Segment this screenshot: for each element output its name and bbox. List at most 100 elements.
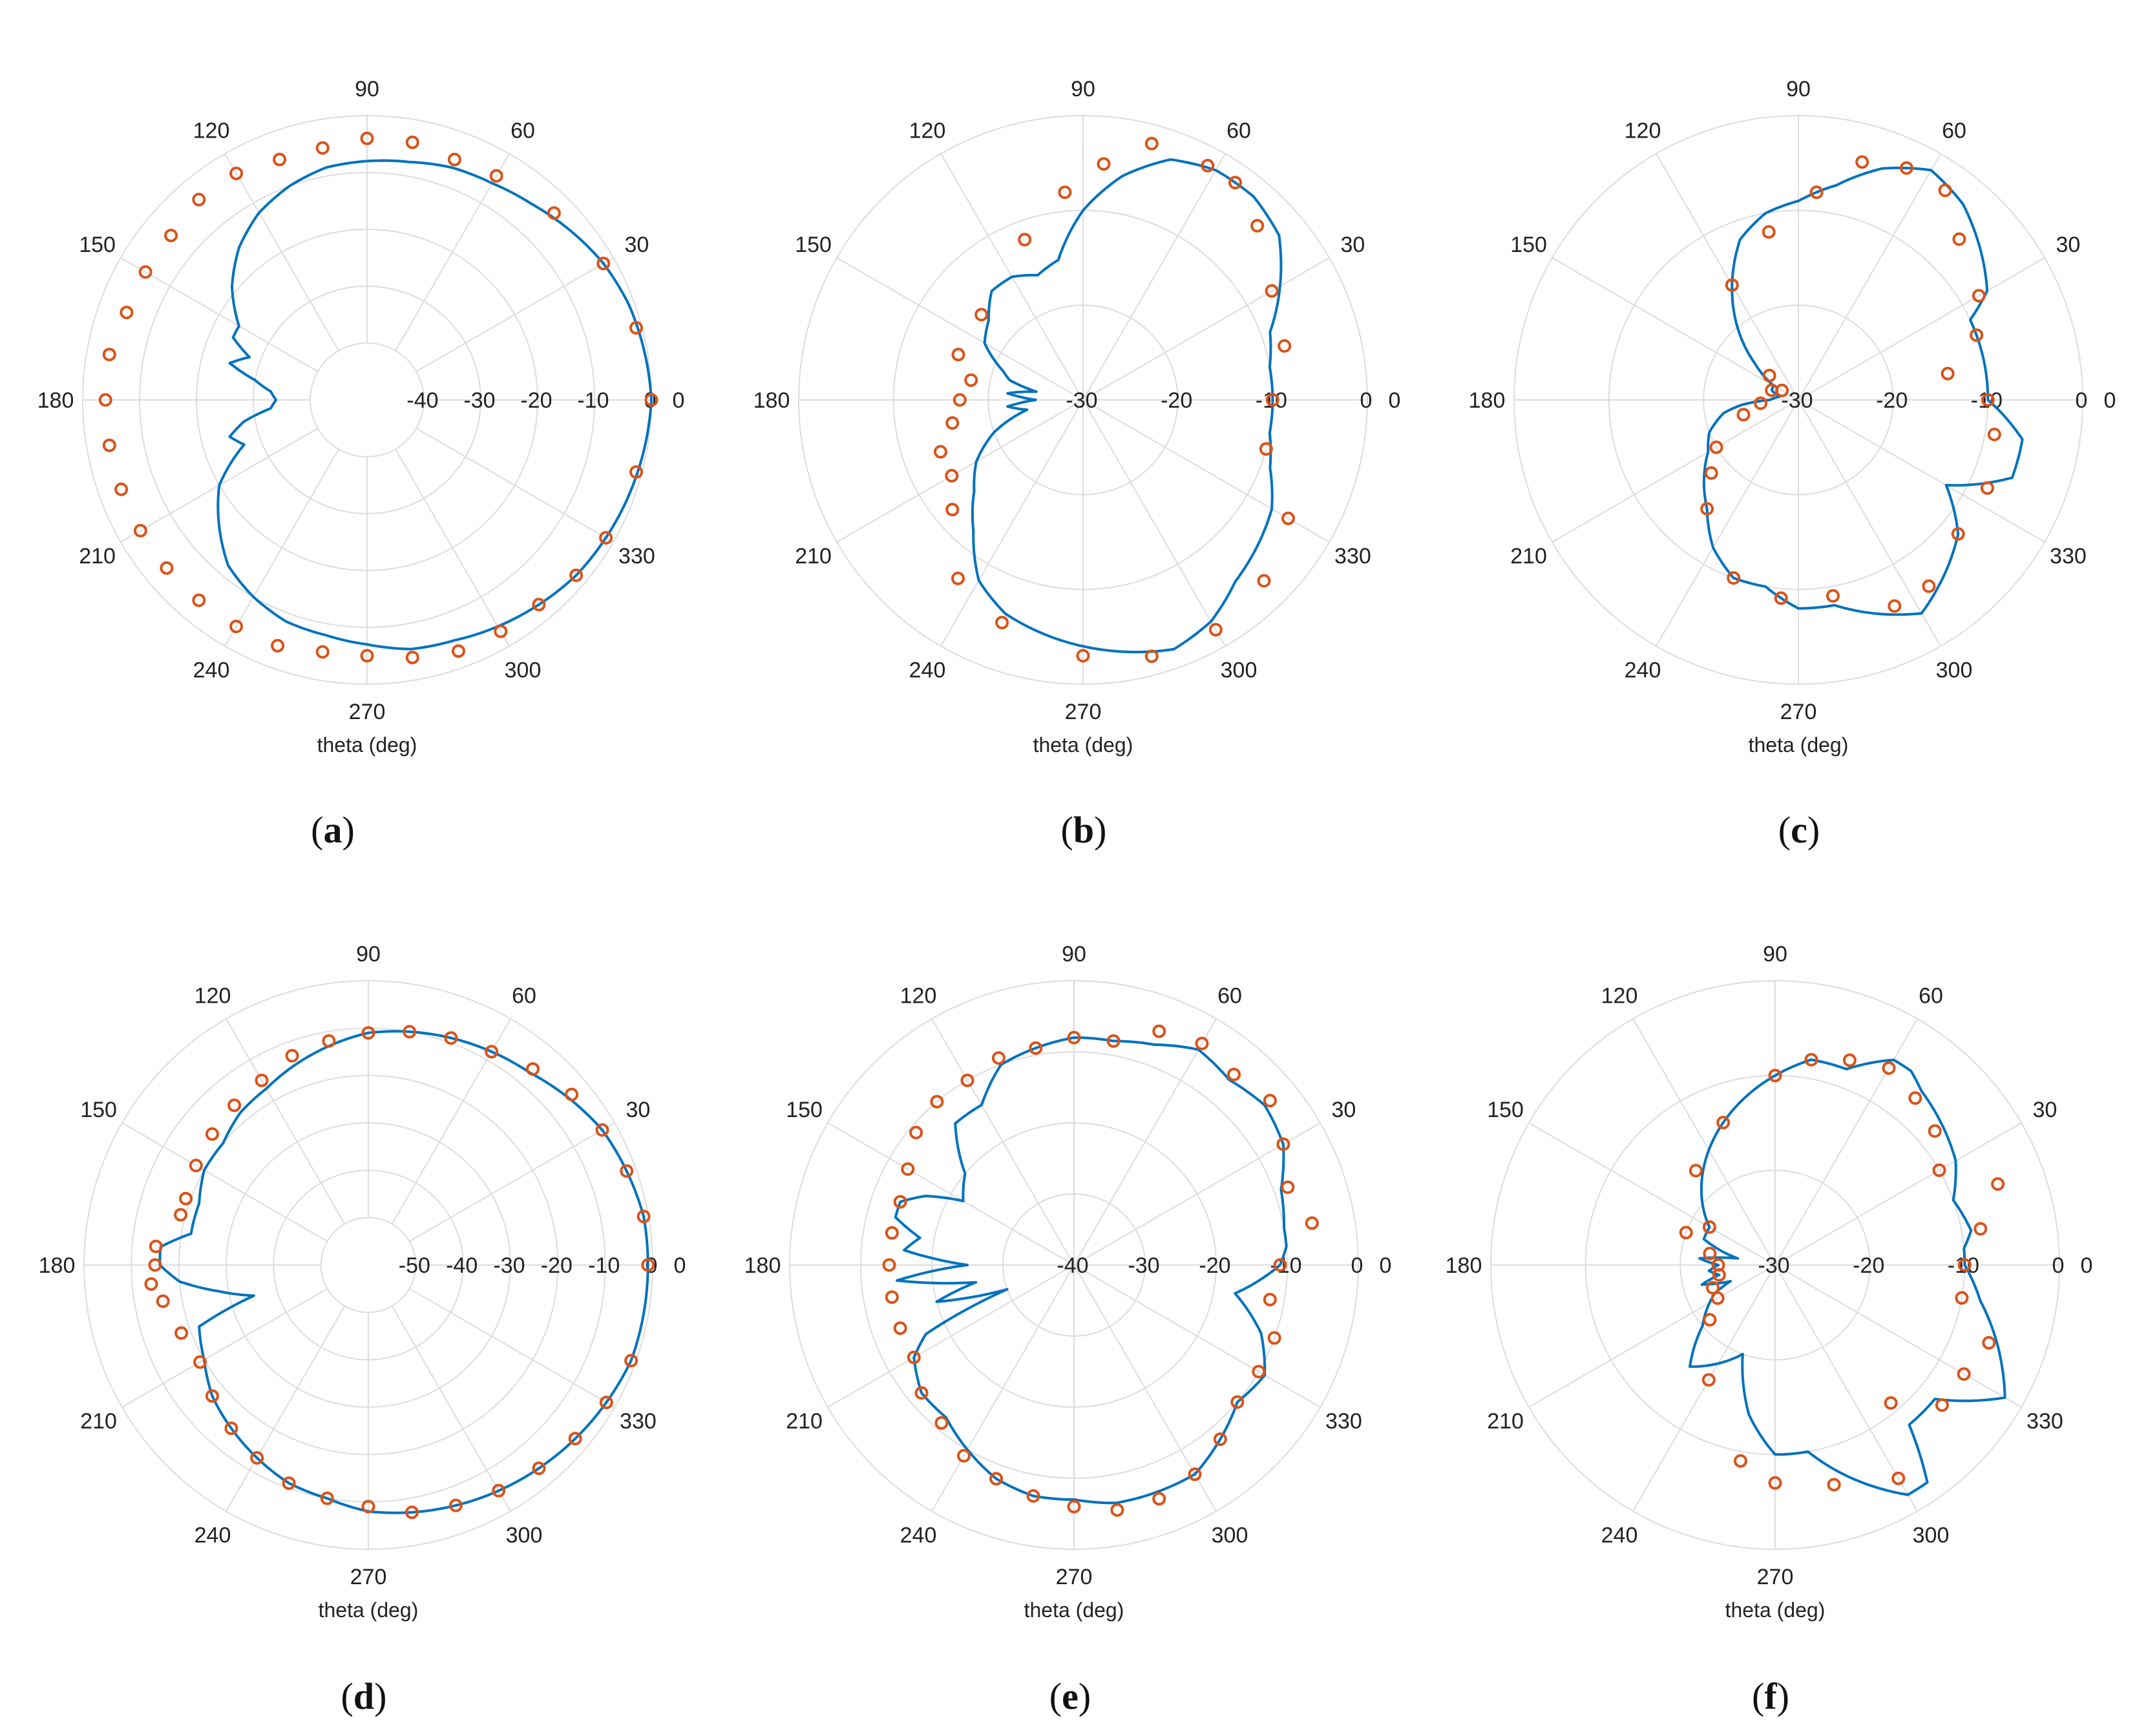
angle-tick-label-b-8: 240	[909, 658, 946, 682]
angle-tick-label-f-8: 240	[1601, 1523, 1638, 1547]
angle-tick-label-b-4: 120	[909, 119, 946, 143]
radial-tick-label-e-2: -20	[1199, 1253, 1230, 1278]
measured-point-c-18	[1700, 502, 1714, 516]
x-axis-label-a: theta (deg)	[317, 733, 417, 757]
polar-chart-a: 0 30 60 90 120 150 180 210 240 270 300 330 -40 -30 -20…	[37, 77, 685, 757]
angle-tick-label-b-9: 270	[1065, 700, 1102, 724]
measured-point-a-26	[405, 651, 419, 665]
measured-point-d-35	[599, 1396, 613, 1410]
panel-label-d: (d)	[341, 1675, 387, 1717]
grid-spoke-c-8	[1656, 399, 1799, 647]
angle-tick-label-d-4: 120	[195, 984, 231, 1009]
measured-point-b-24	[1281, 511, 1295, 525]
angle-tick-label-c-11: 330	[2050, 544, 2087, 569]
measured-point-c-13	[1765, 383, 1779, 397]
measured-point-a-13	[138, 265, 153, 279]
grid-spoke-d-4	[226, 1018, 346, 1224]
angle-tick-label-e-1: 30	[1332, 1098, 1356, 1122]
measured-point-c-21	[1826, 589, 1840, 603]
measured-point-b-4	[1228, 176, 1242, 190]
measured-point-d-13	[227, 1098, 242, 1113]
radial-tick-label-c-1: -20	[1876, 388, 1908, 413]
grid-spoke-a-5	[120, 257, 319, 372]
angle-tick-label-a-10: 300	[505, 658, 542, 682]
measured-point-a-29	[532, 598, 546, 612]
angle-tick-label-d-7: 210	[80, 1409, 117, 1434]
angle-tick-label-d-11: 330	[620, 1409, 657, 1434]
measured-point-a-17	[102, 438, 116, 452]
measured-point-b-9	[1018, 233, 1032, 247]
measured-point-c-25	[1980, 481, 1994, 495]
measured-point-d-10	[322, 1034, 336, 1048]
angle-tick-label-f-1: 30	[2033, 1098, 2058, 1122]
measured-point-c-0	[1981, 393, 1995, 407]
measured-point-f-29	[1955, 1291, 1969, 1305]
measured-point-f-21	[1734, 1454, 1747, 1468]
measured-point-e-11	[991, 1051, 1005, 1065]
measured-point-f-18	[1711, 1291, 1725, 1305]
measured-point-a-31	[599, 530, 613, 545]
radial-tick-label-d-4: -10	[588, 1253, 620, 1278]
grid-spoke-f-10	[1774, 1264, 1918, 1512]
angle-tick-label-e-6: 180	[744, 1253, 781, 1278]
polar-chart-e: 0 30 60 90 120 150 180 210 240 270 300 330 -40 -30 -20…	[744, 942, 1392, 1622]
measured-point-d-15	[189, 1158, 203, 1173]
grid-spoke-d-7	[121, 1288, 328, 1408]
measured-point-d-31	[448, 1498, 463, 1512]
angle-tick-label-f-7: 210	[1487, 1409, 1524, 1434]
measured-point-f-7	[1842, 1053, 1857, 1067]
measured-point-f-27	[1957, 1367, 1971, 1381]
measured-point-c-5	[1938, 183, 1952, 198]
x-axis-label-b: theta (deg)	[1033, 733, 1133, 757]
measured-point-f-14	[1703, 1246, 1717, 1260]
measured-point-a-22	[229, 620, 244, 634]
measured-point-a-1	[629, 320, 643, 335]
measured-point-c-11	[1762, 368, 1776, 382]
grid-spoke-f-7	[1528, 1264, 1776, 1408]
grid-spoke-d-11	[409, 1288, 615, 1408]
measured-point-a-20	[160, 561, 174, 575]
grid-spoke-b-5	[836, 257, 1084, 401]
measured-point-e-34	[1267, 1331, 1281, 1345]
measured-point-b-0	[1265, 393, 1279, 407]
grid-spoke-c-1	[1798, 257, 2045, 401]
angle-tick-label-a-1: 30	[625, 233, 649, 257]
measured-point-e-25	[989, 1472, 1004, 1486]
measured-point-d-0	[641, 1258, 655, 1272]
measured-point-e-32	[1230, 1395, 1245, 1409]
measured-point-d-33	[532, 1461, 546, 1476]
radial-tick-label-b-1: -20	[1161, 388, 1192, 413]
angle-tick-label-c-7: 210	[1510, 544, 1547, 569]
measured-point-f-19	[1703, 1313, 1717, 1327]
radial-tick-label-e-1: -30	[1128, 1253, 1159, 1278]
measured-point-a-8	[315, 141, 330, 155]
measured-point-a-4	[489, 169, 503, 183]
measured-point-e-35	[1263, 1293, 1277, 1306]
radial-tick-label-e-0: -40	[1057, 1253, 1088, 1278]
radial-tick-label-f-0: -30	[1758, 1253, 1789, 1278]
measured-point-c-24	[1951, 527, 1965, 541]
measured-point-f-16	[1712, 1268, 1726, 1282]
measured-point-a-5	[447, 152, 461, 167]
measured-point-c-15	[1736, 408, 1751, 422]
angle-tick-label-c-8: 240	[1625, 658, 1661, 682]
measured-point-d-14	[205, 1127, 219, 1141]
measured-point-f-8	[1804, 1052, 1818, 1067]
grid-spoke-e-8	[931, 1264, 1075, 1512]
measured-point-b-10	[974, 308, 989, 322]
measured-point-a-14	[120, 306, 134, 320]
measured-point-a-28	[494, 624, 508, 638]
measured-point-f-22	[1768, 1476, 1782, 1490]
angle-tick-label-b-1: 30	[1341, 233, 1365, 257]
angle-tick-label-c-4: 120	[1625, 119, 1661, 143]
grid-spoke-b-11	[1082, 399, 1330, 543]
measured-point-b-14	[945, 416, 960, 430]
angle-tick-label-c-2: 60	[1942, 119, 1966, 143]
measured-point-f-0	[1957, 1258, 1972, 1272]
measured-point-e-26	[1026, 1489, 1040, 1503]
angle-tick-label-c-3: 90	[1786, 77, 1811, 101]
radial-tick-label-f-3: 0	[2052, 1253, 2065, 1278]
measured-point-c-6	[1899, 161, 1913, 175]
